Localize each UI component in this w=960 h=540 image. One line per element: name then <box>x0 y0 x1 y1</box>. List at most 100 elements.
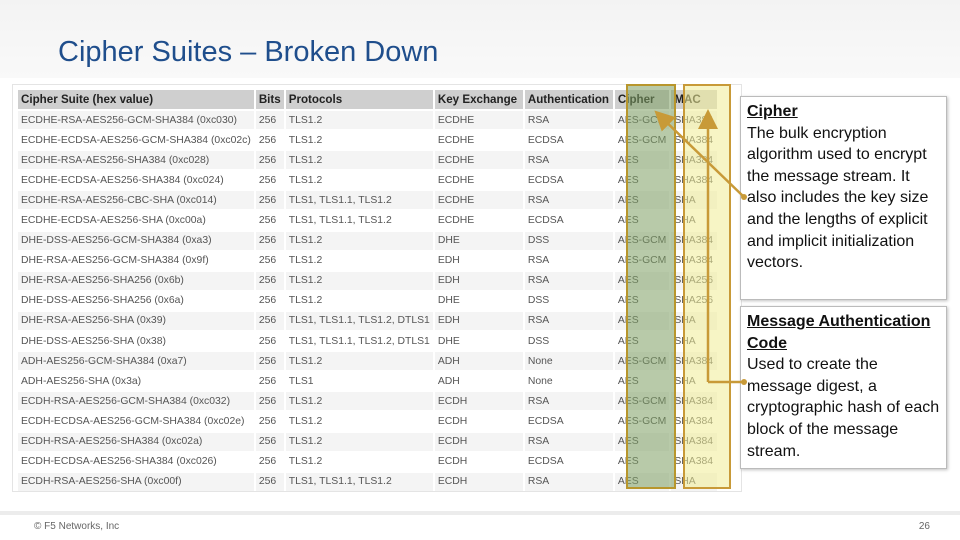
cell-bits: 256 <box>255 271 284 290</box>
cell-authentication: RSA <box>524 251 613 270</box>
cell-authentication: None <box>524 352 613 371</box>
cell-key-exchange: ECDHE <box>434 171 523 190</box>
cell-cipher-suite: ECDHE-RSA-AES256-SHA384 (0xc028) <box>18 151 254 170</box>
cell-bits: 256 <box>255 231 284 250</box>
footer-copyright: © F5 Networks, Inc <box>34 521 120 532</box>
table-row: ECDH-RSA-AES256-SHA384 (0xc02a) 256 TLS1.2… <box>18 432 718 451</box>
table-row: DHE-RSA-AES256-GCM-SHA384 (0x9f) 256 TLS1.… <box>18 251 718 270</box>
table-row: ECDH-ECDSA-AES256-GCM-SHA384 (0xc02e) 256… <box>18 412 718 431</box>
cell-key-exchange: ECDH <box>434 472 523 491</box>
table-row: ECDH-RSA-AES256-GCM-SHA384 (0xc032) 256 TL… <box>18 392 718 411</box>
cell-protocols: TLS1.2 <box>285 291 433 310</box>
cell-authentication: ECDSA <box>524 412 613 431</box>
cell-cipher-suite: ADH-AES256-GCM-SHA384 (0xa7) <box>18 352 254 371</box>
header-authentication: Authentication <box>524 90 613 109</box>
cell-bits: 256 <box>255 131 284 150</box>
table-row: ADH-AES256-GCM-SHA384 (0xa7) 256 TLS1.2 ADH… <box>18 352 718 371</box>
cell-protocols: TLS1, TLS1.1, TLS1.2 <box>285 191 433 210</box>
cell-cipher-suite: ADH-AES256-SHA (0x3a) <box>18 372 254 391</box>
cell-cipher-suite: ECDHE-ECDSA-AES256-GCM-SHA384 (0xc02c) <box>18 131 254 150</box>
table-row: DHE-RSA-AES256-SHA256 (0x6b) 256 TLS1.2 EDH… <box>18 271 718 290</box>
cell-authentication: RSA <box>524 191 613 210</box>
cell-cipher-suite: ECDH-RSA-AES256-GCM-SHA384 (0xc032) <box>18 392 254 411</box>
table-row: ADH-AES256-SHA (0x3a)256TLS1ADHNoneAESSH… <box>18 372 718 391</box>
table-row: DHE-DSS-AES256-SHA (0x38) 256 TLS1, TLS1.1… <box>18 332 718 351</box>
cell-cipher-suite: ECDH-ECDSA-AES256-GCM-SHA384 (0xc02e) <box>18 412 254 431</box>
cipher-callout-heading: Cipher <box>747 103 798 120</box>
cell-bits: 256 <box>255 111 284 130</box>
mac-callout: Message Authentication Code Used to crea… <box>740 306 947 469</box>
footer-divider <box>0 511 960 515</box>
cell-authentication: DSS <box>524 291 613 310</box>
cell-bits: 256 <box>255 311 284 331</box>
cell-authentication: RSA <box>524 271 613 290</box>
cell-key-exchange: DHE <box>434 332 523 351</box>
cell-protocols: TLS1.2 <box>285 432 433 451</box>
cell-protocols: TLS1, TLS1.1, TLS1.2 <box>285 472 433 491</box>
cell-key-exchange: ADH <box>434 352 523 371</box>
cell-protocols: TLS1.2 <box>285 231 433 250</box>
header-bits: Bits <box>255 90 284 109</box>
cell-authentication: ECDSA <box>524 171 613 190</box>
cell-protocols: TLS1, TLS1.1, TLS1.2 <box>285 211 433 230</box>
table-row: DHE-DSS-AES256-SHA256 (0x6a) 256 TLS1.2 DHE… <box>18 291 718 310</box>
table-row: ECDH-RSA-AES256-SHA (0xc00f) 256 TLS1, TLS… <box>18 472 718 491</box>
cell-key-exchange: DHE <box>434 231 523 250</box>
cell-key-exchange: ECDHE <box>434 211 523 230</box>
cell-authentication: ECDSA <box>524 452 613 471</box>
cell-key-exchange: ECDHE <box>434 131 523 150</box>
cell-authentication: None <box>524 372 613 391</box>
cell-protocols: TLS1.2 <box>285 412 433 431</box>
cell-protocols: TLS1.2 <box>285 352 433 371</box>
cell-cipher-suite: ECDHE-RSA-AES256-CBC-SHA (0xc014) <box>18 191 254 210</box>
cell-key-exchange: EDH <box>434 311 523 331</box>
cell-key-exchange: EDH <box>434 251 523 270</box>
cell-key-exchange: ECDHE <box>434 191 523 210</box>
cipher-column-highlight <box>626 84 676 489</box>
cell-cipher-suite: ECDHE-ECDSA-AES256-SHA (0xc00a) <box>18 211 254 230</box>
cell-authentication: RSA <box>524 311 613 331</box>
cell-cipher-suite: DHE-RSA-AES256-GCM-SHA384 (0x9f) <box>18 251 254 270</box>
cell-cipher-suite: ECDHE-RSA-AES256-GCM-SHA384 (0xc030) <box>18 111 254 130</box>
cell-cipher-suite: DHE-DSS-AES256-GCM-SHA384 (0xa3) <box>18 231 254 250</box>
cell-key-exchange: ECDH <box>434 412 523 431</box>
cell-authentication: RSA <box>524 392 613 411</box>
cell-authentication: DSS <box>524 231 613 250</box>
cell-key-exchange: EDH <box>434 271 523 290</box>
cell-cipher-suite: ECDH-RSA-AES256-SHA (0xc00f) <box>18 472 254 491</box>
cell-protocols: TLS1.2 <box>285 271 433 290</box>
mac-callout-text: Used to create the message digest, a cry… <box>747 356 940 460</box>
table-row: ECDHE-RSA-AES256-GCM-SHA384 (0xc030) 256 T… <box>18 111 718 130</box>
cell-protocols: TLS1.2 <box>285 171 433 190</box>
cell-key-exchange: ECDHE <box>434 111 523 130</box>
table-row: ECDHE-ECDSA-AES256-SHA384 (0xc024) 256 TLS… <box>18 171 718 190</box>
cell-bits: 256 <box>255 412 284 431</box>
cell-cipher-suite: ECDHE-ECDSA-AES256-SHA384 (0xc024) <box>18 171 254 190</box>
header-protocols: Protocols <box>285 90 433 109</box>
cell-bits: 256 <box>255 191 284 210</box>
table-row: DHE-DSS-AES256-GCM-SHA384 (0xa3) 256 TLS1.… <box>18 231 718 250</box>
cipher-callout-text: The bulk encryption algorithm used to en… <box>747 124 929 272</box>
cell-authentication: RSA <box>524 472 613 491</box>
cell-protocols: TLS1.2 <box>285 392 433 411</box>
cell-bits: 256 <box>255 432 284 451</box>
cell-bits: 256 <box>255 151 284 170</box>
table-row: ECDHE-ECDSA-AES256-GCM-SHA384 (0xc02c) 25… <box>18 131 718 150</box>
cell-key-exchange: ADH <box>434 372 523 391</box>
table-row: ECDHE-ECDSA-AES256-SHA (0xc00a) 256 TLS1, … <box>18 211 718 230</box>
table-header-row: Cipher Suite (hex value) Bits Protocols Key… <box>18 90 718 109</box>
cell-cipher-suite: DHE-RSA-AES256-SHA256 (0x6b) <box>18 271 254 290</box>
table-row: ECDHE-RSA-AES256-CBC-SHA (0xc014) 256 TLS1… <box>18 191 718 210</box>
cell-cipher-suite: ECDH-RSA-AES256-SHA384 (0xc02a) <box>18 432 254 451</box>
cell-protocols: TLS1, TLS1.1, TLS1.2, DTLS1 <box>285 311 433 331</box>
header-key-exchange: Key Exchange <box>434 90 523 109</box>
cell-bits: 256 <box>255 352 284 371</box>
mac-column-highlight <box>683 84 731 489</box>
cell-bits: 256 <box>255 332 284 351</box>
cell-protocols: TLS1.2 <box>285 151 433 170</box>
cell-key-exchange: ECDHE <box>434 151 523 170</box>
table-row: DHE-RSA-AES256-SHA (0x39) 256 TLS1, TLS1.1… <box>18 311 718 331</box>
cell-bits: 256 <box>255 251 284 270</box>
cell-key-exchange: ECDH <box>434 432 523 451</box>
cell-key-exchange: ECDH <box>434 452 523 471</box>
